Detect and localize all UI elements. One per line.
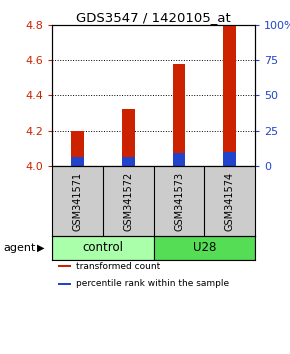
Bar <box>58 282 71 285</box>
Bar <box>154 236 255 260</box>
Bar <box>173 153 185 166</box>
Bar <box>52 236 154 260</box>
Text: GSM341571: GSM341571 <box>72 171 83 230</box>
Text: U28: U28 <box>193 241 216 255</box>
Bar <box>71 157 84 166</box>
Title: GDS3547 / 1420105_at: GDS3547 / 1420105_at <box>76 11 231 24</box>
Bar <box>71 131 84 166</box>
Text: GSM341572: GSM341572 <box>123 171 133 230</box>
Text: agent: agent <box>3 243 35 253</box>
Text: transformed count: transformed count <box>75 262 160 271</box>
Bar <box>122 109 135 166</box>
Bar <box>58 266 71 268</box>
Text: ▶: ▶ <box>37 243 44 253</box>
Bar <box>224 152 236 166</box>
Bar <box>173 64 185 166</box>
Text: percentile rank within the sample: percentile rank within the sample <box>75 279 229 288</box>
Text: GSM341574: GSM341574 <box>225 171 235 230</box>
Text: control: control <box>82 241 124 255</box>
Text: GSM341573: GSM341573 <box>174 171 184 230</box>
Bar <box>224 25 236 166</box>
Bar <box>122 157 135 166</box>
